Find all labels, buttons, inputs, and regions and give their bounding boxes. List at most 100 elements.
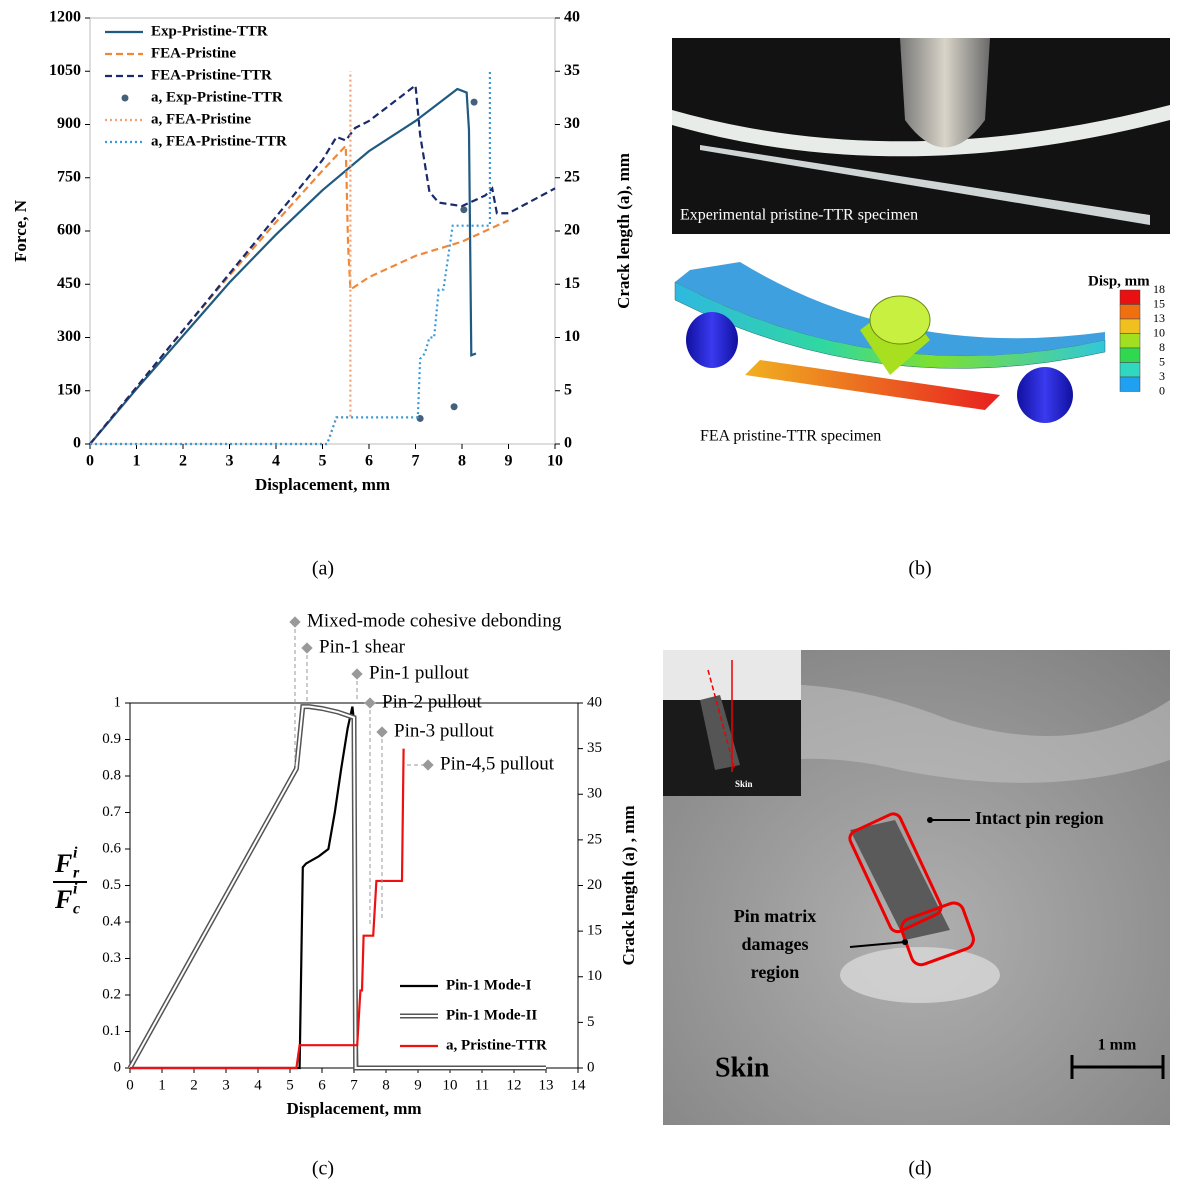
panel-label: (d)	[908, 1158, 931, 1180]
y-tick-label: 0	[114, 1059, 122, 1075]
colorbar-tick-label: 18	[1153, 282, 1165, 296]
y-tick-label: 1050	[49, 62, 81, 79]
indenter	[900, 38, 990, 148]
y-label-num-sup: i	[73, 845, 78, 862]
x-tick-label: 11	[475, 1077, 489, 1093]
point	[416, 414, 424, 422]
y2-axis-label: Crack length (a), mm	[614, 153, 633, 309]
x-tick-label: 10	[443, 1077, 458, 1093]
point	[470, 98, 478, 106]
x-tick-label: 4	[272, 453, 280, 470]
y-label-num-sub: r	[73, 865, 80, 882]
y2-tick-label: 30	[564, 115, 580, 132]
y2-tick-label: 25	[564, 168, 580, 185]
y2-tick-label: 5	[564, 381, 572, 398]
colorbar-tick-label: 0	[1159, 383, 1165, 397]
y-label-den-sup: i	[73, 881, 78, 898]
panel-label: (a)	[312, 558, 334, 580]
x-tick-label: 14	[571, 1077, 587, 1093]
y-tick-label: 1	[114, 694, 122, 710]
annotation: Mixed-mode cohesive debonding	[307, 610, 562, 631]
x-tick-label: 1	[158, 1077, 166, 1093]
y2-tick-label: 15	[587, 923, 602, 939]
colorbar-tick-label: 3	[1159, 369, 1165, 383]
y-label-den-sub: c	[73, 901, 80, 918]
x-tick-label: 6	[365, 453, 373, 470]
y-tick-label: 150	[57, 381, 81, 398]
legend-label: a, FEA-Pristine	[151, 111, 251, 127]
legend-label: a, Pristine-TTR	[446, 1037, 547, 1053]
matrix-damage	[840, 947, 1000, 1003]
fea-caption: FEA pristine-TTR specimen	[700, 428, 881, 445]
y-label-den: F	[54, 885, 72, 914]
y-tick-label: 0.9	[102, 731, 121, 747]
panel-label: (b)	[908, 558, 931, 580]
legend-label: FEA-Pristine-TTR	[151, 67, 272, 83]
y2-tick-label: 15	[564, 275, 580, 292]
y2-tick-label: 35	[587, 740, 602, 756]
y2-tick-label: 0	[587, 1059, 595, 1075]
legend-label: Exp-Pristine-TTR	[151, 23, 268, 39]
y2-tick-label: 25	[587, 831, 602, 847]
colorbar-tick-label: 15	[1153, 296, 1165, 310]
legend-label: a, FEA-Pristine-TTR	[151, 133, 287, 149]
y2-axis-label: Crack length (a) , mm	[619, 805, 638, 965]
support-right	[1017, 367, 1073, 423]
y-tick-label: 0	[73, 435, 81, 452]
y2-tick-label: 5	[587, 1014, 595, 1030]
intact-label: Intact pin region	[975, 808, 1104, 828]
colorbar-swatch	[1119, 333, 1141, 349]
scale-label: 1 mm	[1098, 1037, 1137, 1054]
colorbar-swatch	[1119, 376, 1141, 392]
legend-marker	[121, 94, 129, 102]
damage-box	[900, 901, 975, 967]
x-tick-label: 0	[86, 453, 94, 470]
x-tick-label: 2	[190, 1077, 198, 1093]
y2-tick-label: 10	[564, 328, 580, 345]
legend-label: FEA-Pristine	[151, 45, 236, 61]
annotation-marker	[301, 642, 313, 654]
fea-lower	[745, 360, 1000, 410]
fea-top	[675, 262, 1105, 356]
colorbar-swatch	[1119, 304, 1141, 320]
skin-label: Skin	[715, 1052, 770, 1083]
annotation-marker	[351, 668, 363, 680]
x-axis-label: Displacement, mm	[286, 1099, 421, 1118]
y-tick-label: 0.4	[102, 913, 121, 929]
y-tick-label: 0.8	[102, 767, 121, 783]
y-tick-label: 0.6	[102, 840, 121, 856]
panel-label: (c)	[312, 1158, 334, 1180]
y-label-num: F	[54, 849, 72, 878]
point	[450, 403, 458, 411]
y-tick-label: 300	[57, 328, 81, 345]
colorbar-tick-label: 13	[1153, 311, 1165, 325]
y2-tick-label: 0	[564, 435, 572, 452]
inset-line	[707, 669, 736, 771]
x-tick-label: 3	[222, 1077, 230, 1093]
line	[90, 71, 491, 446]
leader-dot	[902, 939, 908, 945]
line	[89, 83, 556, 445]
x-tick-label: 5	[319, 453, 327, 470]
y2-tick-label: 20	[564, 222, 580, 239]
y2-tick-label: 40	[564, 9, 580, 26]
annotation: Pin-2 pullout	[382, 691, 482, 712]
y-tick-label: 0.5	[102, 877, 121, 893]
x-tick-label: 8	[458, 453, 466, 470]
pin	[850, 820, 950, 940]
x-axis-label: Displacement, mm	[255, 475, 390, 494]
x-tick-label: 9	[505, 453, 513, 470]
y-tick-label: 600	[57, 222, 81, 239]
annotation-marker	[376, 726, 388, 738]
inset-label: Skin	[735, 779, 753, 789]
colorbar-tick-label: 5	[1159, 354, 1165, 368]
colorbar-title: Disp, mm	[1088, 273, 1150, 289]
y-axis-label: Force, N	[11, 199, 30, 262]
colorbar-tick-label: 10	[1153, 325, 1165, 339]
point	[460, 206, 468, 214]
line	[89, 87, 477, 445]
panel-d: Intact pin region Pin matrix damages reg…	[663, 650, 1170, 1125]
y2-tick-label: 35	[564, 62, 580, 79]
y-tick-label: 0.2	[102, 986, 121, 1002]
